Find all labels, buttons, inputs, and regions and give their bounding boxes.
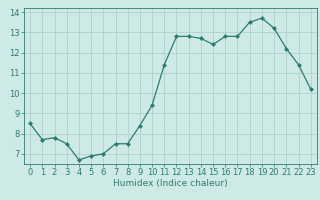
X-axis label: Humidex (Indice chaleur): Humidex (Indice chaleur) (113, 179, 228, 188)
